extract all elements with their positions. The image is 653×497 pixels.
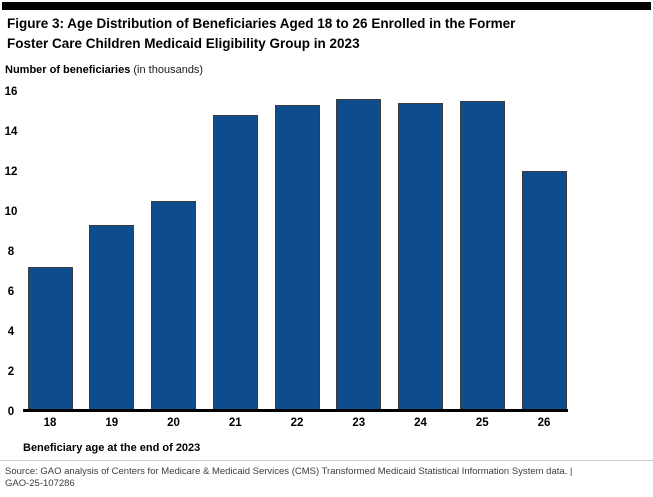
bar-age-18 (27, 267, 73, 409)
x-tick-label: 22 (290, 417, 304, 429)
bar-age-25 (459, 101, 505, 409)
source-note: Source: GAO analysis of Centers for Medi… (5, 466, 645, 491)
figure-title: Figure 3: Age Distribution of Beneficiar… (7, 14, 627, 55)
y-tick-label: 8 (7, 245, 15, 258)
bar-age-24 (398, 103, 443, 409)
figure-top-rule (2, 2, 651, 10)
y-tick-label: 2 (7, 365, 15, 378)
x-tick-label: 21 (228, 417, 242, 429)
x-tick-label: 23 (352, 417, 366, 429)
bar-age-22 (274, 105, 320, 409)
y-axis-title-unit: (in thousands) (133, 64, 204, 76)
source-divider (0, 460, 653, 461)
x-tick-label: 20 (167, 417, 180, 429)
y-tick-label: 10 (4, 205, 18, 218)
y-axis-title-main: Number of beneficiaries (5, 64, 131, 76)
y-tick-label: 12 (4, 165, 18, 178)
x-tick-label: 26 (537, 417, 551, 429)
y-axis: 0 2 4 6 8 10 12 14 16 (2, 86, 20, 417)
plot-area (23, 92, 568, 412)
bar-age-23 (336, 99, 382, 409)
x-tick-label: 18 (43, 417, 57, 429)
bar-age-20 (151, 201, 196, 409)
bar-age-26 (521, 171, 567, 409)
y-tick-label: 6 (7, 285, 15, 298)
y-tick-label: 16 (4, 85, 18, 98)
y-tick-label: 14 (4, 125, 18, 138)
bar-chart: 0 2 4 6 8 10 12 14 16 (0, 86, 653, 417)
source-text-line2: GAO-25-107286 (5, 478, 75, 490)
x-axis-title: Beneficiary age at the end of 2023 (23, 442, 201, 454)
bar-age-19 (89, 225, 135, 409)
x-tick-label: 24 (414, 417, 427, 429)
figure-title-line1: Figure 3: Age Distribution of Beneficiar… (7, 16, 516, 31)
y-axis-title: Number of beneficiaries (in thousands) (5, 64, 203, 76)
x-tick-label: 25 (475, 417, 489, 429)
x-tick-label: 19 (105, 417, 119, 429)
y-tick-label: 0 (7, 405, 15, 418)
figure-title-line2: Foster Care Children Medicaid Eligibilit… (7, 36, 360, 52)
y-tick-label: 4 (7, 325, 15, 338)
source-text-line1: Source: GAO analysis of Centers for Medi… (5, 466, 573, 477)
x-axis: 18 19 20 21 22 23 24 25 26 (23, 415, 568, 437)
bar-age-21 (212, 115, 258, 409)
